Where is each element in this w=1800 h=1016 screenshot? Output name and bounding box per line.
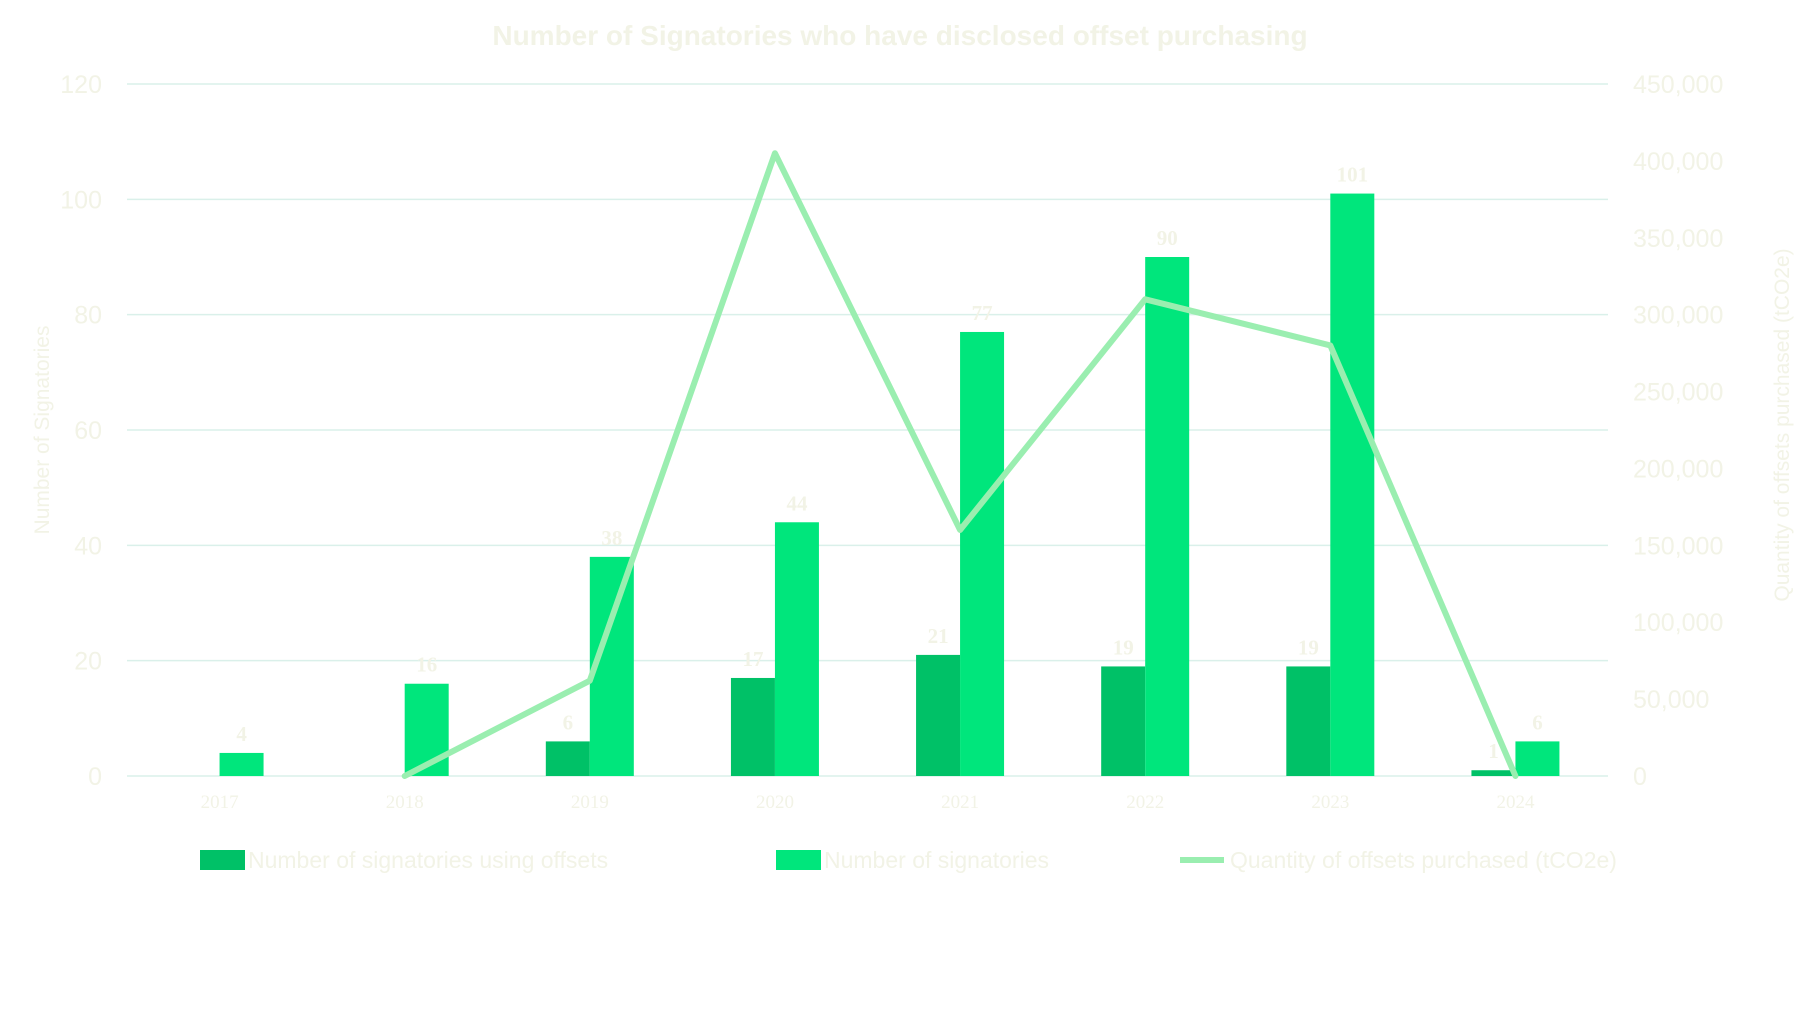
x-tick-label: 2018	[386, 792, 424, 813]
y2-tick-label: 300,000	[1633, 302, 1723, 330]
x-tick-label: 2024	[1496, 792, 1535, 813]
data-label: 38	[601, 526, 622, 550]
bar	[1145, 257, 1190, 776]
y2-tick-label: 450,000	[1633, 71, 1723, 99]
bar	[730, 677, 775, 776]
data-label: 77	[972, 301, 993, 325]
y2-tick-label: 200,000	[1633, 455, 1723, 483]
bar	[774, 522, 819, 776]
legend-label: Quantity of offsets purchased (tCO2e)	[1230, 847, 1617, 873]
legend: Number of signatories using offsets Numbe…	[200, 847, 1617, 873]
bar	[1286, 666, 1331, 776]
y-tick-label: 0	[88, 763, 102, 791]
gridlines	[127, 83, 1608, 777]
y-tick-label: 80	[74, 302, 102, 330]
y-tick-label: 60	[74, 417, 102, 445]
legend-swatch	[200, 850, 245, 870]
y-tick-label: 100	[60, 186, 102, 214]
x-tick-label: 2019	[571, 792, 609, 813]
data-label: 1	[1488, 739, 1499, 763]
y2-tick-label: 150,000	[1633, 532, 1723, 560]
bar	[1101, 666, 1146, 776]
bar	[916, 654, 961, 776]
y-axis-right-ticks: 0 50,000 100,000 150,000 200,000 250,000 300,0…	[1633, 71, 1723, 791]
y2-tick-label: 50,000	[1633, 686, 1709, 714]
bar	[219, 752, 264, 776]
bars	[219, 193, 1560, 777]
data-label: 19	[1298, 635, 1319, 659]
bar	[1330, 193, 1375, 777]
line-series-path	[401, 150, 1519, 779]
data-label: 19	[1113, 635, 1134, 659]
data-labels: 6 17 21 19 19 1 4 16 38 44 77 90 101 6	[236, 163, 1542, 764]
y-tick-label: 20	[74, 648, 102, 676]
x-tick-label: 2022	[1126, 792, 1164, 813]
x-axis-ticks: 2017 2018 2019 2020 2021 2022 2023 2024	[201, 792, 1535, 813]
data-label: 16	[416, 653, 437, 677]
y2-tick-label: 350,000	[1633, 225, 1723, 253]
y2-tick-label: 400,000	[1633, 148, 1723, 176]
data-label: 44	[786, 491, 808, 515]
y2-tick-label: 100,000	[1633, 609, 1723, 637]
legend-label: Number of signatories using offsets	[248, 847, 608, 873]
bar	[960, 331, 1005, 776]
y-tick-label: 40	[74, 532, 102, 560]
bar	[545, 741, 590, 776]
legend-swatch	[776, 850, 821, 870]
x-tick-label: 2017	[201, 792, 239, 813]
x-tick-label: 2023	[1311, 792, 1349, 813]
data-label: 17	[742, 647, 763, 671]
data-label: 6	[563, 710, 574, 734]
x-tick-label: 2020	[756, 792, 794, 813]
bar	[1471, 770, 1516, 776]
x-tick-label: 2021	[941, 792, 979, 813]
data-label: 21	[928, 624, 949, 648]
data-label: 101	[1337, 163, 1369, 187]
y-axis-left-title: Number of Signatories	[31, 326, 54, 535]
data-label: 90	[1157, 226, 1178, 250]
y-axis-left-ticks: 0 20 40 60 80 100 120	[60, 71, 102, 791]
y-tick-label: 120	[60, 71, 102, 99]
data-label: 4	[236, 722, 247, 746]
y2-tick-label: 0	[1633, 763, 1647, 791]
bar	[1515, 741, 1560, 776]
legend-label: Number of signatories	[824, 847, 1049, 873]
bar	[404, 683, 449, 776]
line-series	[401, 150, 1519, 779]
y-axis-right-title: Quantity of offsets purchased (tCO2e)	[1771, 248, 1794, 601]
y2-tick-label: 250,000	[1633, 379, 1723, 407]
data-label: 6	[1532, 710, 1543, 734]
chart-title: Number of Signatories who have disclosed…	[492, 20, 1307, 51]
